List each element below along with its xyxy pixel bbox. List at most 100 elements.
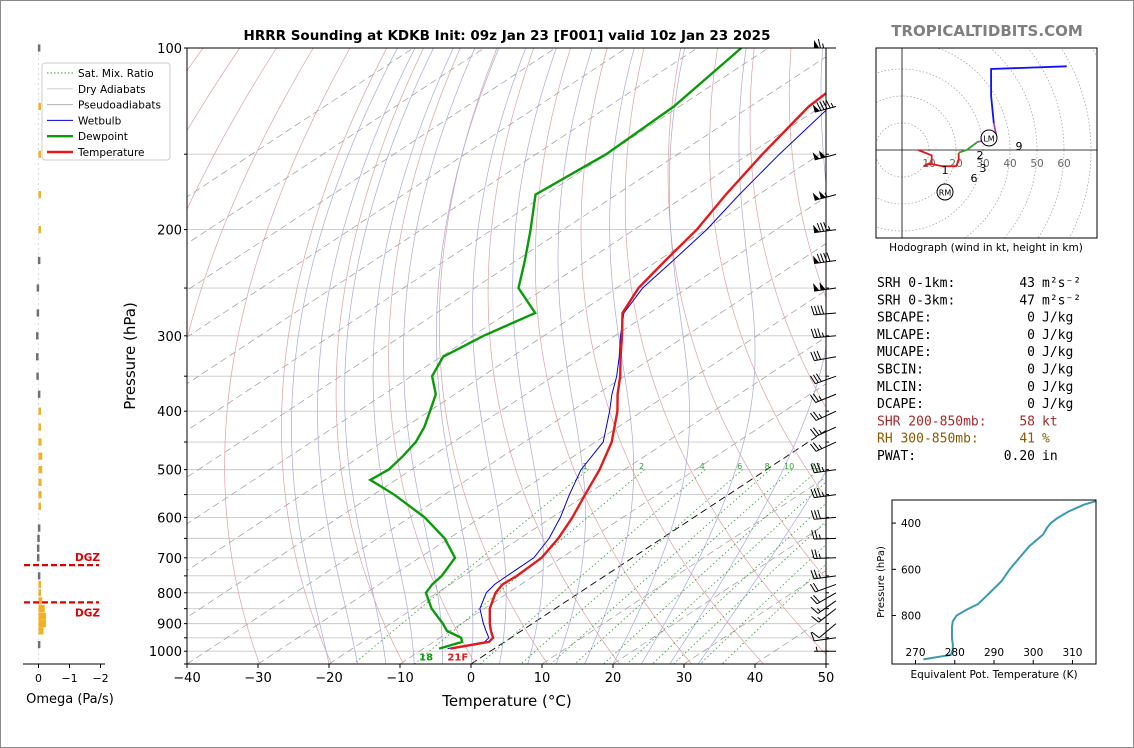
dgz-label-top: DGZ bbox=[75, 552, 100, 564]
wind-barb bbox=[811, 623, 837, 639]
dewpoint-line bbox=[367, 48, 743, 650]
dry-adiabat bbox=[438, 48, 548, 664]
pseudoadiabat bbox=[344, 48, 434, 664]
skewt-legend: Sat. Mix. Ratio Dry Adiabats Pseudoadiabat… bbox=[41, 62, 171, 161]
dry-adiabat bbox=[580, 48, 764, 664]
mixing-ratio-line bbox=[520, 469, 743, 664]
dry-adiabat bbox=[388, 48, 476, 664]
barb-full bbox=[810, 428, 817, 437]
wind-barb bbox=[810, 487, 837, 499]
wind-barbs bbox=[809, 38, 837, 652]
omega-bar bbox=[38, 438, 42, 446]
hodograph-inner: 10 20 30 40 50 60 bbox=[876, 48, 1097, 238]
omega-bar bbox=[37, 572, 41, 580]
mixing-ratio-line bbox=[603, 469, 819, 664]
legend-label: Pseudoadiabats bbox=[78, 100, 161, 112]
legend-label: Dry Adiabats bbox=[78, 84, 146, 96]
storm-motion-marker bbox=[936, 183, 954, 201]
mixing-ratio-label: 36 bbox=[919, 462, 929, 471]
barb-half bbox=[821, 466, 825, 472]
mixing-ratio-line bbox=[353, 469, 589, 664]
skewt-ytick-label: 500 bbox=[157, 464, 182, 479]
pseudoadiabat bbox=[669, 48, 826, 664]
index-label: MLCAPE: bbox=[877, 328, 932, 343]
barb-full bbox=[810, 606, 819, 614]
omega-bar bbox=[38, 478, 42, 487]
barb-full bbox=[812, 582, 819, 592]
barb-flag bbox=[813, 224, 820, 233]
pseudoadiabat bbox=[512, 48, 557, 664]
wind-barb bbox=[814, 646, 836, 652]
theta-e-xtick-label: 270 bbox=[906, 647, 926, 659]
wind-barb bbox=[810, 509, 837, 520]
index-label: RH 300-850mb: bbox=[877, 432, 979, 447]
barb-staff bbox=[817, 600, 837, 614]
wind-barb bbox=[810, 632, 837, 642]
barb-full bbox=[816, 350, 822, 360]
index-label: SRH 0-3km: bbox=[877, 293, 955, 308]
barb-full bbox=[817, 38, 821, 49]
barb-staff bbox=[814, 637, 837, 642]
barb-full bbox=[820, 305, 825, 315]
isotherm-line bbox=[825, 663, 826, 664]
index-value: 0 bbox=[1027, 311, 1035, 326]
barb-staff bbox=[815, 410, 837, 421]
barb-full bbox=[810, 351, 815, 361]
legend-label: Temperature bbox=[77, 147, 145, 159]
barb-full bbox=[809, 394, 817, 403]
barb-full bbox=[810, 443, 817, 452]
dry-adiabat bbox=[624, 48, 826, 655]
barb-half bbox=[815, 646, 818, 652]
barb-full bbox=[810, 463, 815, 473]
barb-full bbox=[816, 102, 822, 111]
barb-full bbox=[809, 375, 816, 384]
theta-e-xlabel: Equivalent Pot. Temperature (K) bbox=[910, 669, 1077, 681]
index-value: 0 bbox=[1027, 397, 1035, 412]
skewt-xtick-label: 10 bbox=[534, 671, 551, 686]
mixing-ratio-label: 1 bbox=[583, 462, 588, 471]
index-label: DCAPE: bbox=[877, 397, 924, 412]
barb-full bbox=[810, 596, 818, 605]
pseudoadiabat bbox=[641, 48, 756, 664]
hodograph-height-label: 3 bbox=[980, 162, 987, 175]
barb-staff bbox=[815, 375, 837, 385]
barb-full bbox=[815, 373, 822, 382]
hodograph-height-label: 6 bbox=[971, 172, 978, 185]
dry-adiabat bbox=[749, 48, 826, 409]
barb-staff bbox=[815, 393, 837, 403]
theta-e-line bbox=[923, 500, 1096, 661]
omega-bar bbox=[36, 332, 39, 340]
theta-e-inner bbox=[923, 500, 1096, 661]
omega-bar bbox=[38, 580, 41, 589]
index-value: 58 bbox=[1019, 414, 1035, 429]
wind-barb bbox=[809, 393, 837, 403]
barb-staff bbox=[814, 469, 837, 474]
omega-bar bbox=[37, 44, 41, 52]
pseudoadiabat bbox=[436, 48, 500, 664]
hodograph-height-label: 2 bbox=[977, 149, 984, 162]
theta-e-ytick-label: 600 bbox=[901, 564, 921, 576]
skewt-ylabel: Pressure (hPa) bbox=[121, 302, 139, 410]
mixing-ratio-label: 8 bbox=[765, 462, 770, 471]
index-value: 0 bbox=[1027, 363, 1035, 378]
barb-half bbox=[822, 43, 825, 49]
chart-title: HRRR Sounding at KDKB Init: 09z Jan 23 [… bbox=[244, 28, 771, 44]
isotherm-line bbox=[328, 336, 826, 664]
wind-barb bbox=[811, 608, 837, 623]
hodograph-ring-label: 20 bbox=[949, 158, 962, 170]
index-label: PWAT: bbox=[877, 449, 916, 464]
barb-flag bbox=[819, 282, 826, 291]
skewt-xtick-label: −20 bbox=[315, 671, 342, 686]
omega-bar bbox=[38, 491, 42, 499]
hodograph-ring-label: 30 bbox=[976, 158, 989, 170]
barb-flag bbox=[812, 104, 820, 113]
skewt-xtick-label: −30 bbox=[244, 671, 271, 686]
mixing-ratio-line bbox=[673, 520, 826, 664]
skewt-ytick-label: 900 bbox=[157, 618, 182, 633]
isotherm-line bbox=[257, 289, 826, 664]
barb-full bbox=[811, 549, 815, 559]
mixing-ratio-label: 20 bbox=[855, 462, 865, 471]
barb-staff bbox=[818, 608, 837, 623]
barb-flag bbox=[818, 150, 826, 159]
